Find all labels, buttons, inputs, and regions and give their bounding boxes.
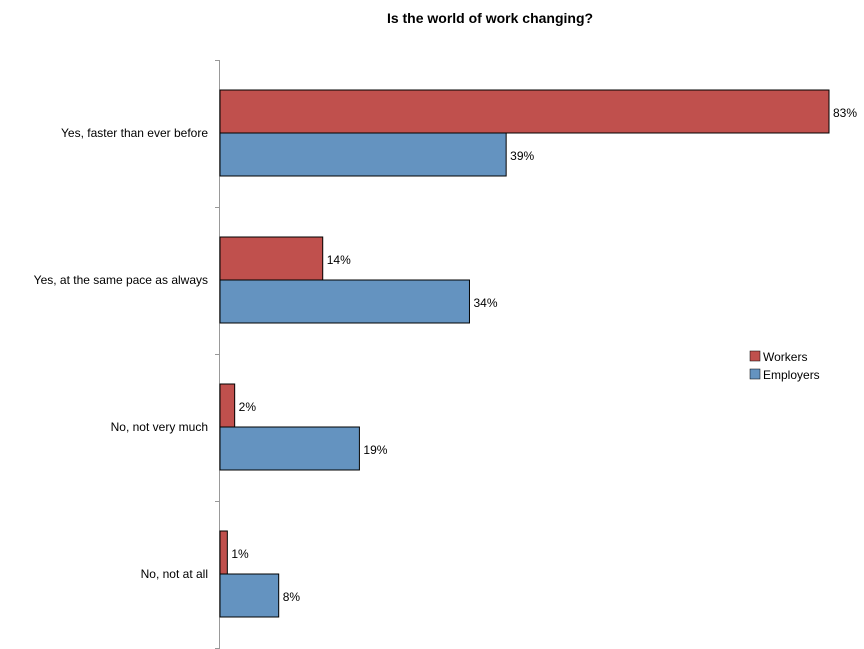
- bar-workers-no-not-at-all: [219, 530, 228, 575]
- category-label-yes-faster-than-ever-before: Yes, faster than ever before: [61, 126, 208, 140]
- data-label-employers-no-not-at-all: 8%: [283, 590, 301, 604]
- data-label-workers-no-not-at-all: 1%: [231, 547, 249, 561]
- chart-title: Is the world of work changing?: [387, 10, 593, 26]
- category-labels: Yes, faster than ever before Yes, at the …: [34, 126, 209, 581]
- bar-employers-yes-faster-than-ever-before: [219, 132, 507, 177]
- data-labels: 83% 39% 14% 34% 2% 19% 1% 8%: [231, 106, 857, 604]
- bar-employers-no-not-at-all: [219, 573, 280, 618]
- bar-workers-yes-faster-than-ever-before: [219, 89, 830, 134]
- bar-employers-yes-at-the-same-pace-as-always: [219, 279, 470, 324]
- legend-label-employers: Employers: [763, 368, 820, 382]
- data-label-workers-yes-faster-than-ever-before: 83%: [833, 106, 857, 120]
- category-label-no-not-at-all: No, not at all: [141, 567, 208, 581]
- data-label-workers-no-not-very-much: 2%: [239, 400, 257, 414]
- data-label-employers-yes-at-the-same-pace-as-always: 34%: [473, 296, 497, 310]
- legend-label-workers: Workers: [763, 350, 807, 364]
- bar-workers-no-not-very-much: [219, 383, 236, 428]
- bars: [219, 89, 830, 618]
- data-label-workers-yes-at-the-same-pace-as-always: 14%: [327, 253, 351, 267]
- legend: Workers Employers: [749, 350, 820, 382]
- legend-swatch-employers: [749, 368, 761, 380]
- bar-employers-no-not-very-much: [219, 426, 360, 471]
- legend-swatch-workers: [749, 350, 761, 362]
- bar-workers-yes-at-the-same-pace-as-always: [219, 236, 324, 281]
- category-label-yes-at-the-same-pace-as-always: Yes, at the same pace as always: [34, 273, 208, 287]
- category-label-no-not-very-much: No, not very much: [111, 420, 208, 434]
- data-label-employers-no-not-very-much: 19%: [363, 443, 387, 457]
- data-label-employers-yes-faster-than-ever-before: 39%: [510, 149, 534, 163]
